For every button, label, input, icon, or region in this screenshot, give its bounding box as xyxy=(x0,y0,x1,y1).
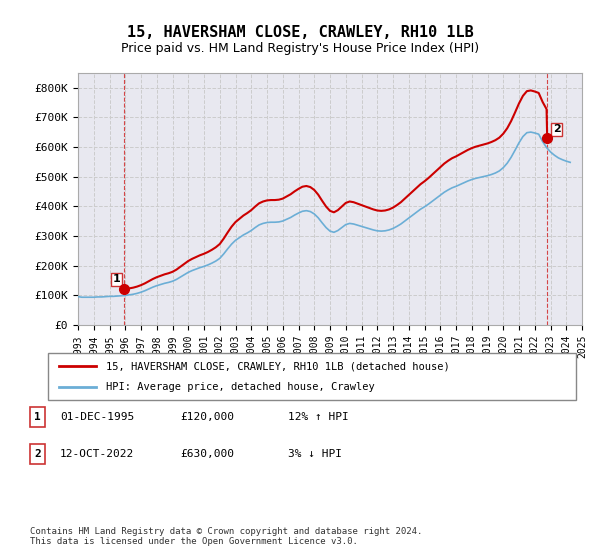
Text: Price paid vs. HM Land Registry's House Price Index (HPI): Price paid vs. HM Land Registry's House … xyxy=(121,42,479,55)
FancyBboxPatch shape xyxy=(48,353,576,400)
Text: £630,000: £630,000 xyxy=(180,449,234,459)
Text: 2: 2 xyxy=(553,124,560,134)
Text: 3% ↓ HPI: 3% ↓ HPI xyxy=(288,449,342,459)
Text: 15, HAVERSHAM CLOSE, CRAWLEY, RH10 1LB: 15, HAVERSHAM CLOSE, CRAWLEY, RH10 1LB xyxy=(127,25,473,40)
Text: 2: 2 xyxy=(34,449,41,459)
Text: £120,000: £120,000 xyxy=(180,412,234,422)
Text: Contains HM Land Registry data © Crown copyright and database right 2024.
This d: Contains HM Land Registry data © Crown c… xyxy=(30,526,422,546)
Text: 15, HAVERSHAM CLOSE, CRAWLEY, RH10 1LB (detached house): 15, HAVERSHAM CLOSE, CRAWLEY, RH10 1LB (… xyxy=(106,361,450,371)
Text: 12-OCT-2022: 12-OCT-2022 xyxy=(60,449,134,459)
Text: 1: 1 xyxy=(113,274,121,284)
Text: 12% ↑ HPI: 12% ↑ HPI xyxy=(288,412,349,422)
Text: 1: 1 xyxy=(34,412,41,422)
Text: 01-DEC-1995: 01-DEC-1995 xyxy=(60,412,134,422)
Text: HPI: Average price, detached house, Crawley: HPI: Average price, detached house, Craw… xyxy=(106,382,375,392)
